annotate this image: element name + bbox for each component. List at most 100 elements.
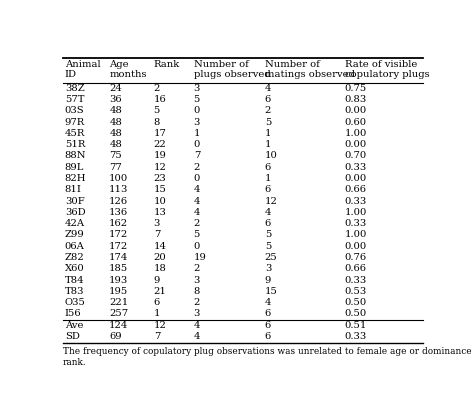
Text: 51R: 51R	[65, 140, 85, 149]
Text: 77: 77	[109, 163, 122, 172]
Text: 0.00: 0.00	[345, 174, 367, 183]
Text: 0.33: 0.33	[345, 276, 367, 285]
Text: 4: 4	[194, 185, 200, 194]
Text: 36D: 36D	[65, 208, 85, 217]
Text: 81I: 81I	[65, 185, 82, 194]
Text: 0: 0	[194, 140, 200, 149]
Text: 22: 22	[154, 140, 166, 149]
Text: 2: 2	[265, 106, 271, 115]
Text: SD: SD	[65, 332, 80, 341]
Text: 5: 5	[265, 230, 271, 239]
Text: 0: 0	[194, 106, 200, 115]
Text: 185: 185	[109, 264, 128, 273]
Text: 06A: 06A	[65, 242, 85, 251]
Text: 15: 15	[265, 287, 278, 296]
Text: 8: 8	[154, 118, 160, 127]
Text: 18: 18	[154, 264, 166, 273]
Text: 0.53: 0.53	[345, 287, 367, 296]
Text: 10: 10	[265, 151, 278, 160]
Text: 24: 24	[109, 84, 122, 93]
Text: 174: 174	[109, 253, 128, 262]
Text: 9: 9	[265, 276, 271, 285]
Text: 19: 19	[154, 151, 166, 160]
Text: 30F: 30F	[65, 197, 84, 206]
Text: 57T: 57T	[65, 95, 84, 104]
Text: 38Z: 38Z	[65, 84, 84, 93]
Text: 1: 1	[265, 129, 271, 138]
Text: 0: 0	[194, 242, 200, 251]
Text: 126: 126	[109, 197, 128, 206]
Text: 0.33: 0.33	[345, 163, 367, 172]
Text: Rate of visible
copulatory plugs: Rate of visible copulatory plugs	[345, 59, 429, 79]
Text: 5: 5	[154, 106, 160, 115]
Text: 4: 4	[194, 332, 200, 341]
Text: 0.66: 0.66	[345, 264, 367, 273]
Text: 1: 1	[265, 140, 271, 149]
Text: 6: 6	[265, 185, 271, 194]
Text: 0.33: 0.33	[345, 197, 367, 206]
Text: 1.00: 1.00	[345, 230, 367, 239]
Text: I56: I56	[65, 309, 82, 318]
Text: 0.83: 0.83	[345, 95, 367, 104]
Text: Rank: Rank	[154, 59, 180, 69]
Text: Z99: Z99	[65, 230, 84, 239]
Text: 15: 15	[154, 185, 166, 194]
Text: 12: 12	[154, 163, 166, 172]
Text: 6: 6	[265, 219, 271, 228]
Text: 6: 6	[265, 309, 271, 318]
Text: 0.33: 0.33	[345, 219, 367, 228]
Text: Age
months: Age months	[109, 59, 147, 79]
Text: 6: 6	[265, 321, 271, 330]
Text: 3: 3	[194, 118, 200, 127]
Text: 0.75: 0.75	[345, 84, 367, 93]
Text: 4: 4	[194, 197, 200, 206]
Text: 1.00: 1.00	[345, 129, 367, 138]
Text: 172: 172	[109, 230, 128, 239]
Text: 0.66: 0.66	[345, 185, 367, 194]
Text: 136: 136	[109, 208, 128, 217]
Text: 48: 48	[109, 129, 122, 138]
Text: 5: 5	[265, 242, 271, 251]
Text: 20: 20	[154, 253, 166, 262]
Text: 03S: 03S	[65, 106, 84, 115]
Text: 6: 6	[265, 95, 271, 104]
Text: 0.00: 0.00	[345, 140, 367, 149]
Text: 12: 12	[154, 321, 166, 330]
Text: 4: 4	[265, 208, 271, 217]
Text: 0.70: 0.70	[345, 151, 367, 160]
Text: The frequency of copulatory plug observations was unrelated to female age or dom: The frequency of copulatory plug observa…	[63, 347, 472, 367]
Text: 13: 13	[154, 208, 166, 217]
Text: 21: 21	[154, 287, 166, 296]
Text: 17: 17	[154, 129, 166, 138]
Text: 6: 6	[154, 298, 160, 307]
Text: T84: T84	[65, 276, 84, 285]
Text: 193: 193	[109, 276, 128, 285]
Text: 4: 4	[194, 208, 200, 217]
Text: 5: 5	[194, 95, 200, 104]
Text: X60: X60	[65, 264, 84, 273]
Text: 6: 6	[265, 332, 271, 341]
Text: 45R: 45R	[65, 129, 85, 138]
Text: 14: 14	[154, 242, 167, 251]
Text: 4: 4	[194, 321, 200, 330]
Text: 36: 36	[109, 95, 122, 104]
Text: 4: 4	[265, 84, 271, 93]
Text: 97R: 97R	[65, 118, 85, 127]
Text: 12: 12	[265, 197, 278, 206]
Text: 3: 3	[154, 219, 160, 228]
Text: 8: 8	[194, 287, 200, 296]
Text: 172: 172	[109, 242, 128, 251]
Text: 0.50: 0.50	[345, 309, 367, 318]
Text: 113: 113	[109, 185, 128, 194]
Text: Z82: Z82	[65, 253, 84, 262]
Text: 3: 3	[194, 276, 200, 285]
Text: 75: 75	[109, 151, 122, 160]
Text: 23: 23	[154, 174, 166, 183]
Text: 162: 162	[109, 219, 128, 228]
Text: 48: 48	[109, 118, 122, 127]
Text: 257: 257	[109, 309, 128, 318]
Text: 48: 48	[109, 140, 122, 149]
Text: 82H: 82H	[65, 174, 86, 183]
Text: O35: O35	[65, 298, 86, 307]
Text: 0.00: 0.00	[345, 106, 367, 115]
